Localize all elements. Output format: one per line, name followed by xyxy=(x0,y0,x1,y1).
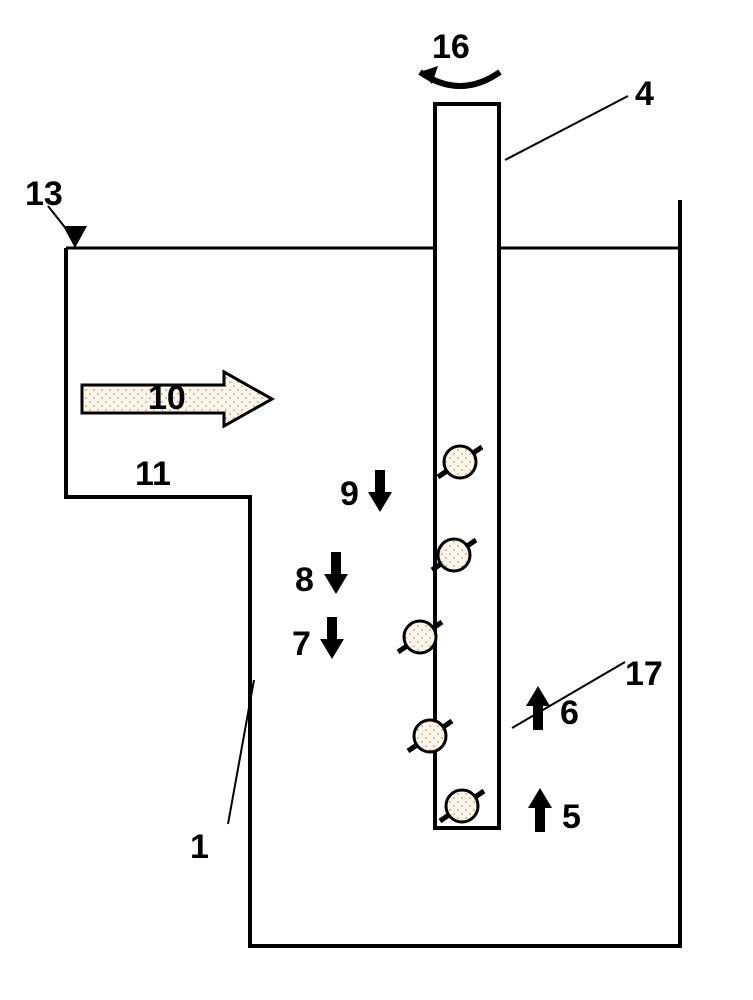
up-arrow-5 xyxy=(528,788,552,832)
diagram-container: 1 4 5 6 7 8 9 10 11 13 16 17 xyxy=(0,0,753,1000)
diagram-svg xyxy=(0,0,753,1000)
label-9: 9 xyxy=(340,475,359,514)
down-arrow-8 xyxy=(324,552,348,594)
label-13: 13 xyxy=(25,175,63,214)
label-10: 10 xyxy=(148,379,186,418)
label-11: 11 xyxy=(135,455,171,494)
label-7: 7 xyxy=(292,625,311,664)
label-17: 17 xyxy=(625,655,663,694)
label-8: 8 xyxy=(295,561,314,600)
down-arrow-9 xyxy=(368,470,392,512)
container-left xyxy=(66,200,680,946)
label-1: 1 xyxy=(190,828,209,867)
label-16: 16 xyxy=(432,28,470,67)
label-6: 6 xyxy=(560,694,579,733)
down-arrow-7 xyxy=(320,617,344,659)
label-5: 5 xyxy=(562,798,581,837)
label-4: 4 xyxy=(635,75,654,114)
leader-4 xyxy=(505,96,628,160)
